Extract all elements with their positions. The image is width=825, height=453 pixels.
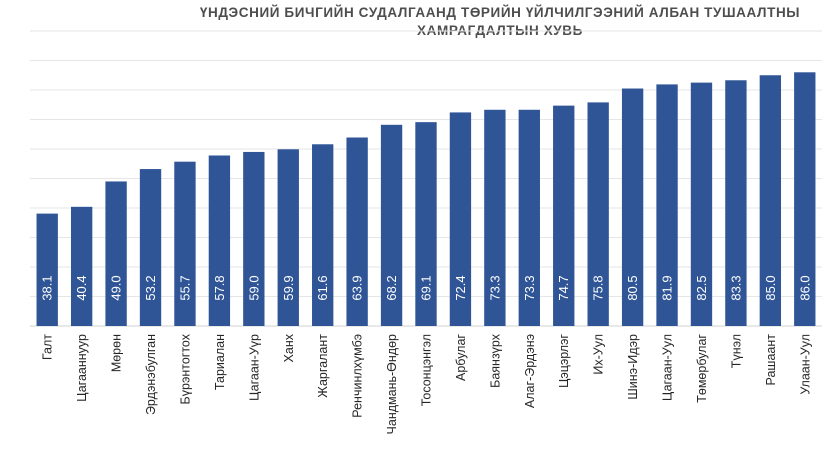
category-label: Их-Уул bbox=[592, 334, 606, 375]
bar-value-label: 85.0 bbox=[763, 275, 778, 300]
bar bbox=[243, 151, 265, 326]
bar bbox=[346, 137, 368, 326]
bar bbox=[277, 149, 299, 326]
bar-value-label: 69.1 bbox=[419, 275, 434, 300]
bar-value-label: 40.4 bbox=[74, 275, 89, 300]
bar bbox=[690, 82, 713, 326]
category-label: Рашаант bbox=[764, 334, 778, 386]
category-label: Цэцэрлэг bbox=[557, 334, 571, 388]
bar-value-label: 59.0 bbox=[246, 275, 261, 300]
category-label: Цагаан-Уүр bbox=[247, 334, 261, 401]
category-label: Цагааннуур bbox=[75, 334, 89, 402]
bar bbox=[759, 75, 782, 326]
bar bbox=[415, 122, 437, 326]
bar-value-label: 55.7 bbox=[177, 275, 192, 300]
category-label: Төмөрбулаг bbox=[695, 334, 709, 403]
bar bbox=[70, 206, 93, 326]
bar-value-label: 74.7 bbox=[556, 275, 571, 300]
bar-value-label: 81.9 bbox=[660, 275, 675, 300]
bar bbox=[139, 169, 162, 326]
bar bbox=[174, 161, 196, 326]
bar bbox=[725, 80, 747, 326]
bar-value-label: 82.5 bbox=[694, 275, 709, 300]
bar bbox=[656, 84, 678, 327]
category-label: Цагаан-Уул bbox=[661, 334, 675, 401]
bar bbox=[36, 213, 58, 326]
bar bbox=[518, 109, 540, 326]
category-label: Галт bbox=[41, 334, 55, 360]
chart-title-line1: ҮНДЭСНИЙ БИЧГИЙН СУДАЛГААНД ТӨРИЙН ҮЙЛЧИ… bbox=[199, 5, 801, 20]
bar bbox=[794, 72, 816, 326]
bar bbox=[312, 144, 334, 326]
bar-value-label: 86.0 bbox=[797, 275, 812, 300]
bar-value-label: 49.0 bbox=[109, 275, 124, 300]
category-label: Түнэл bbox=[729, 334, 743, 368]
category-label: Ханх bbox=[282, 333, 296, 362]
category-label: Тариалан bbox=[213, 334, 227, 390]
bar-value-label: 38.1 bbox=[40, 275, 55, 300]
bar bbox=[208, 155, 231, 326]
bar-value-label: 57.8 bbox=[212, 275, 227, 300]
bar bbox=[621, 88, 644, 327]
bar-value-label: 72.4 bbox=[453, 275, 468, 300]
bar-value-label: 59.9 bbox=[281, 275, 296, 300]
category-label: Улаан-Уул bbox=[798, 334, 812, 395]
category-label: Тосонцэнгэл bbox=[420, 334, 434, 406]
bar bbox=[380, 124, 403, 326]
bar bbox=[587, 102, 609, 326]
bar-value-label: 61.6 bbox=[315, 275, 330, 300]
category-label: Ренчинлхүмбэ bbox=[351, 334, 365, 418]
bar-value-label: 83.3 bbox=[728, 275, 743, 300]
category-label: Чандмань-Өндөр bbox=[385, 334, 399, 434]
category-label: Эрдэнэбулган bbox=[144, 334, 158, 415]
category-label: Шинэ-Идэр bbox=[626, 334, 640, 400]
bar bbox=[105, 181, 127, 326]
bar-value-label: 63.9 bbox=[350, 275, 365, 300]
category-label: Арбулаг bbox=[454, 334, 468, 381]
bar bbox=[449, 112, 472, 326]
bar-value-label: 80.5 bbox=[625, 275, 640, 300]
bar bbox=[553, 105, 575, 326]
bar bbox=[484, 109, 506, 326]
bar-value-label: 75.8 bbox=[591, 275, 606, 300]
category-label: Баянзүрх bbox=[488, 333, 502, 388]
category-label: Бүрэнтогтох bbox=[178, 333, 192, 404]
category-label: Жаргалант bbox=[316, 334, 330, 398]
category-label: Мөрөн bbox=[110, 334, 124, 372]
bar-value-label: 73.3 bbox=[522, 275, 537, 300]
category-label: Алаг-Эрдэнэ bbox=[523, 334, 537, 408]
bar-value-label: 53.2 bbox=[143, 275, 158, 300]
bar-value-label: 73.3 bbox=[487, 275, 502, 300]
bar-value-label: 68.2 bbox=[384, 275, 399, 300]
